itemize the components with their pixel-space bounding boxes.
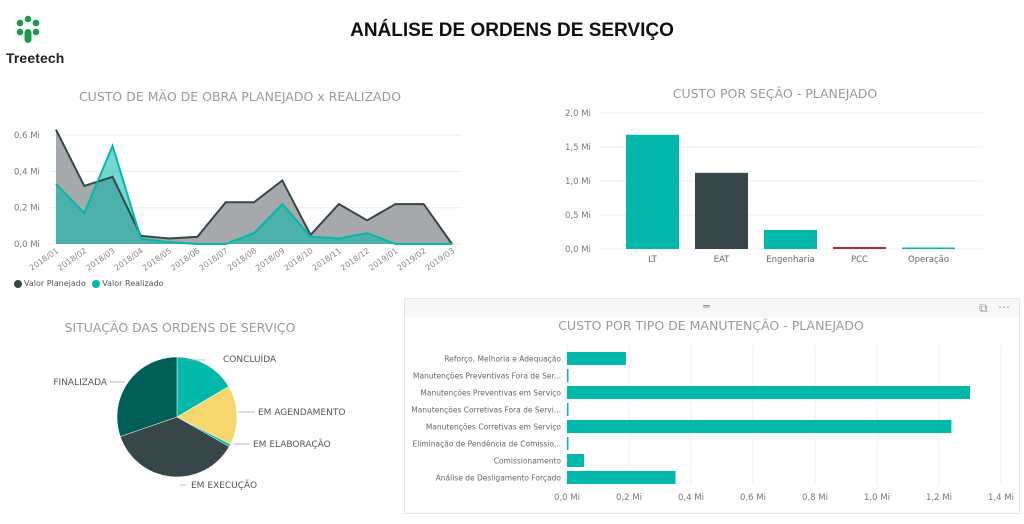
x-tick-label: 0,4 Mi [678, 493, 704, 503]
focus-mode-icon[interactable]: ⧉ [979, 301, 988, 315]
hbar[interactable] [567, 420, 952, 433]
y-tick-label: 1,0 Mi [565, 177, 591, 187]
maintenance-type-chart-title: CUSTO POR TIPO DE MANUTENÇÃO - PLANEJADO [558, 318, 864, 333]
y-category-label: Análise de Desligamento Forçado [436, 474, 562, 483]
y-tick-label: 0,4 Mi [14, 167, 40, 177]
x-tick-label: 2018/02 [56, 246, 88, 272]
x-tick-label: 0,8 Mi [802, 493, 828, 503]
x-tick-label: 0,0 Mi [554, 493, 580, 503]
x-tick-label: 2018/01 [28, 246, 60, 272]
pie-slice-1[interactable] [176, 386, 238, 445]
x-tick-label: 2018/06 [169, 246, 201, 272]
x-tick-label: 2018/11 [311, 246, 343, 272]
y-category-label: Eliminação de Pendência de Comissio... [412, 440, 561, 449]
legend-item-realizado[interactable]: Valor Realizado [92, 279, 164, 288]
pie-label: FINALIZADA [53, 378, 107, 388]
y-category-label: Manutenções Preventivas Fora de Ser... [413, 372, 561, 381]
y-category-label: Manutenções Corretivas em Serviço [426, 423, 562, 432]
cost-by-section-chart-title: CUSTO POR SEÇÃO - PLANEJADO [672, 86, 878, 101]
drag-handle-icon[interactable]: ═ [703, 300, 710, 313]
pie-slice-0[interactable] [176, 356, 229, 418]
x-tick-label: EAT [714, 255, 731, 265]
x-tick-label: 0,2 Mi [616, 493, 642, 503]
bar-engenharia[interactable] [764, 229, 817, 249]
y-tick-label: 0,0 Mi [565, 245, 591, 255]
labor-cost-chart-title: CUSTO DE MÃO DE OBRA PLANEJADO x REALIZA… [78, 89, 402, 104]
area-realizado[interactable] [56, 145, 452, 244]
x-tick-label: Operação [908, 255, 949, 265]
y-category-label: Comissionamento [494, 457, 562, 466]
x-tick-label: 2018/12 [339, 246, 371, 272]
x-tick-label: 2018/09 [254, 246, 286, 272]
x-tick-label: 1,4 Mi [988, 493, 1014, 503]
hbar[interactable] [567, 454, 585, 467]
visual-header-bar [405, 299, 1018, 317]
tree-logo-icon [16, 15, 40, 43]
pie-slice-3[interactable] [119, 416, 230, 478]
order-status-chart-title: SITUAÇÃO DAS ORDENS DE SERVIÇO [64, 320, 296, 335]
hbar[interactable] [567, 403, 569, 416]
pie-label: CONCLUÍDA [223, 353, 277, 365]
maintenance-type-bar-chart[interactable]: 0,0 Mi 0,2 Mi 0,4 Mi 0,6 Mi 0,8 Mi 1,0 Mi 1,2 … [404, 340, 1018, 510]
labor-cost-legend: Valor Planejado Valor Realizado [14, 279, 164, 290]
hbar[interactable] [567, 369, 569, 382]
pie-label: EM ELABORAÇÃO [253, 439, 331, 450]
x-tick-label: 2018/05 [141, 246, 173, 272]
y-tick-label: 1,5 Mi [565, 143, 591, 153]
x-tick-label: 2018/08 [226, 246, 258, 272]
legend-dot-dark-icon [14, 279, 22, 288]
area-planejado[interactable] [56, 129, 452, 244]
bar-eat[interactable] [695, 172, 748, 249]
y-tick-label: 0,2 Mi [14, 204, 40, 214]
y-category-label: Reforço, Melhoria e Adequação [444, 355, 561, 364]
maintenance-visual-frame [404, 298, 1020, 514]
y-tick-label: 0,5 Mi [565, 211, 591, 221]
hbar[interactable] [567, 352, 626, 365]
treetech-logo [6, 14, 66, 66]
cost-by-section-bar-chart[interactable]: 2,0 Mi 1,5 Mi 1,0 Mi 0,5 Mi 0,0 Mi LT EAT Engen… [520, 100, 1020, 280]
pie-label: EM EXECUÇÃO [191, 480, 257, 491]
hbar[interactable] [567, 386, 970, 399]
line-realizado [55, 143, 452, 245]
y-category-label: Manutenções Corretivas Fora de Servi... [411, 406, 561, 415]
order-status-pie-chart[interactable]: CONCLUÍDA EM AGENDAMENTO EM ELABORAÇÃO EM E… [0, 340, 400, 520]
x-tick-label: Engenharia [766, 255, 814, 265]
hbar[interactable] [567, 471, 676, 484]
legend-dot-teal-icon [92, 279, 101, 288]
x-tick-label: LT [648, 255, 658, 265]
y-tick-label: 0,6 Mi [14, 131, 40, 141]
labor-cost-area-chart[interactable]: 0,6 Mi 0,4 Mi 0,2 Mi 0,0 Mi 2018/01 2018/02 20… [0, 110, 470, 300]
logo-text: Treetech [6, 50, 65, 66]
y-tick-label: 2,0 Mi [565, 109, 591, 119]
x-tick-label: 2018/04 [113, 246, 145, 272]
x-tick-label: 2019/01 [367, 246, 399, 272]
legend-item-planejado[interactable]: Valor Planejado [14, 279, 86, 288]
x-tick-label: 2019/02 [395, 246, 427, 272]
line-planejado [55, 129, 453, 245]
x-tick-label: 2018/07 [197, 246, 229, 272]
x-tick-label: 2018/10 [282, 246, 314, 272]
x-tick-label: 1,0 Mi [864, 493, 890, 503]
x-tick-label: 0,6 Mi [740, 493, 766, 503]
hbar[interactable] [567, 437, 569, 450]
x-tick-label: PCC [851, 255, 868, 265]
bar-lt[interactable] [626, 134, 679, 249]
pie-slice-4[interactable] [116, 356, 178, 437]
more-options-icon[interactable]: ⋯ [998, 300, 1010, 314]
y-tick-label: 0,0 Mi [14, 240, 40, 250]
bar-operação[interactable] [902, 247, 955, 250]
y-category-label: Manutenções Preventivas em Serviço [420, 389, 561, 398]
x-tick-label: 2019/03 [424, 246, 456, 272]
pie-label: EM AGENDAMENTO [258, 408, 345, 418]
x-tick-label: 1,2 Mi [926, 493, 952, 503]
page-title: ANÁLISE DE ORDENS DE SERVIÇO [350, 20, 674, 41]
bar-pcc[interactable] [833, 246, 886, 249]
x-tick-label: 2018/03 [84, 246, 116, 272]
